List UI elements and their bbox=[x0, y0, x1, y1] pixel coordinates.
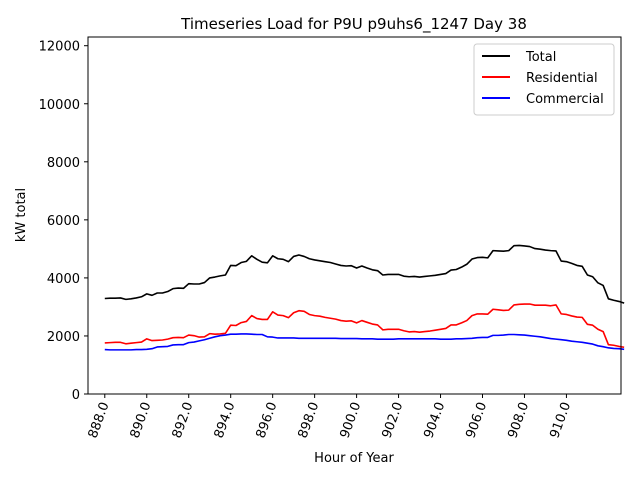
x-tick-label: 894.0 bbox=[212, 400, 239, 440]
series-line-total bbox=[104, 244, 625, 304]
legend-label-residential: Residential bbox=[526, 71, 598, 86]
x-axis: 888.0 890.0 892.0 894.0 896.0 898.0 900.0 902.0… bbox=[86, 394, 574, 440]
y-axis-label: kW total bbox=[14, 188, 29, 242]
x-tick-label: 902.0 bbox=[380, 400, 407, 440]
series-line-commercial bbox=[104, 333, 625, 351]
y-tick-label: 0 bbox=[72, 388, 80, 403]
x-tick-label: 896.0 bbox=[254, 400, 281, 440]
x-tick-label: 908.0 bbox=[505, 400, 532, 440]
x-tick-label: 890.0 bbox=[128, 400, 155, 440]
series-layer bbox=[104, 244, 625, 351]
y-tick-label: 10000 bbox=[39, 98, 80, 113]
x-tick-label: 900.0 bbox=[338, 400, 365, 440]
legend: Total Residential Commercial bbox=[473, 43, 615, 116]
x-tick-label: 910.0 bbox=[547, 400, 574, 440]
plot-frame bbox=[87, 36, 622, 395]
y-tick-label: 6000 bbox=[47, 214, 80, 229]
chart-title: Timeseries Load for P9U p9uhs6_1247 Day … bbox=[180, 15, 527, 34]
x-tick-label: 898.0 bbox=[296, 400, 323, 440]
y-axis: 0 2000 4000 6000 8000 10000 12000 bbox=[39, 40, 88, 403]
y-tick-label: 12000 bbox=[39, 40, 80, 55]
legend-label-commercial: Commercial bbox=[526, 92, 604, 107]
legend-label-total: Total bbox=[525, 50, 556, 65]
y-tick-label: 4000 bbox=[47, 272, 80, 287]
series-line-residential bbox=[104, 303, 625, 349]
x-tick-label: 888.0 bbox=[86, 400, 113, 440]
y-tick-label: 8000 bbox=[47, 156, 80, 171]
x-tick-label: 892.0 bbox=[170, 400, 197, 440]
y-tick-label: 2000 bbox=[47, 330, 80, 345]
x-tick-label: 906.0 bbox=[463, 400, 490, 440]
x-axis-label: Hour of Year bbox=[314, 451, 394, 466]
x-tick-label: 904.0 bbox=[421, 400, 448, 440]
